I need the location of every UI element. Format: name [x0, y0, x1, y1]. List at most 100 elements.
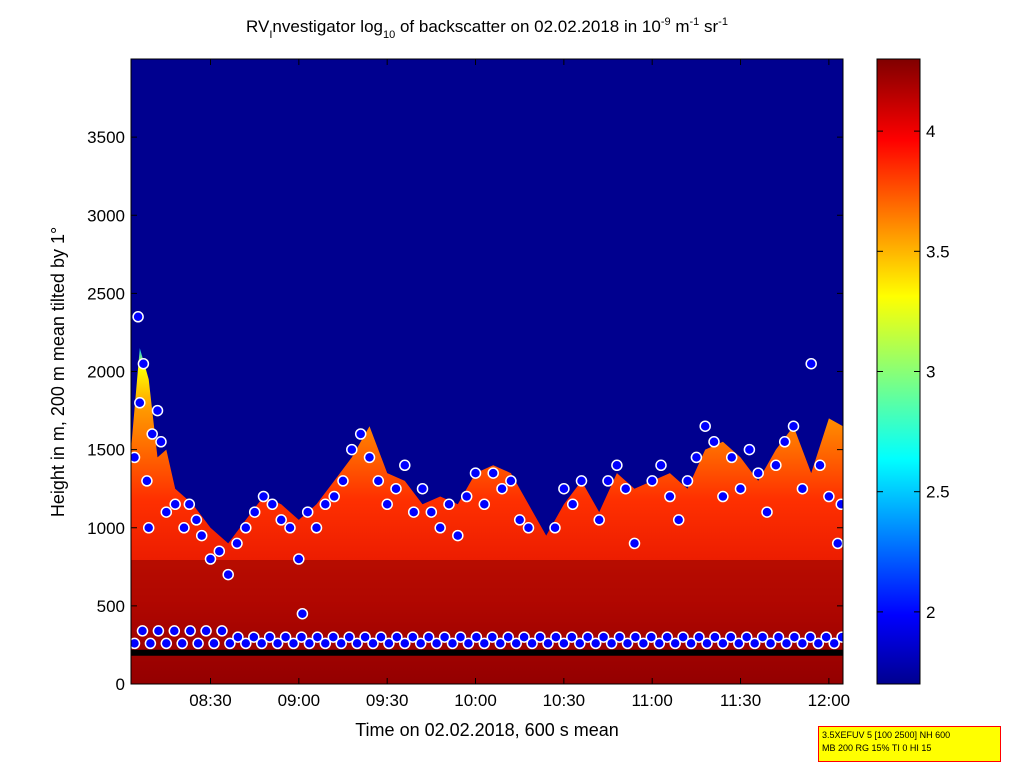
layer-marker — [460, 490, 473, 503]
boundary-layer-marker — [510, 637, 522, 650]
boundary-layer-marker — [359, 631, 371, 643]
boundary-layer-marker — [248, 631, 260, 643]
layer-marker — [814, 459, 826, 472]
x-axis: 08:30 09:00 09:30 10:00 10:30 11:00 11:30 12:00 — [189, 59, 850, 710]
boundary-layer-marker — [709, 631, 721, 643]
boundary-layer-marker — [200, 625, 212, 637]
layer-marker — [558, 482, 570, 495]
boundary-layer-marker — [581, 631, 594, 643]
boundary-layer-marker — [446, 637, 459, 650]
layer-marker — [337, 475, 349, 487]
boundary-layer-marker — [589, 637, 602, 650]
layer-marker — [240, 522, 252, 534]
boundary-layer-marker — [637, 637, 650, 650]
boundary-layer-marker — [494, 637, 507, 650]
y-tick-label: 1000 — [87, 519, 125, 538]
boundary-layer-marker — [725, 631, 737, 643]
boundary-layer-marker — [216, 625, 228, 637]
layer-marker — [611, 459, 623, 472]
boundary-layer-marker — [621, 637, 634, 650]
layer-marker — [487, 467, 499, 479]
layer-marker — [664, 490, 676, 503]
boundary-layer-marker — [383, 637, 395, 650]
boundary-layer-marker — [208, 637, 220, 650]
boundary-layer-marker — [422, 631, 435, 643]
layer-marker — [496, 482, 508, 495]
boundary-layer-marker — [176, 637, 188, 650]
layer-marker — [204, 553, 217, 565]
colorbar-tick-label: 3.5 — [926, 242, 950, 261]
layer-marker — [390, 482, 402, 495]
layer-markers — [131, 311, 843, 650]
boundary-layer-marker — [518, 631, 530, 643]
boundary-layer-marker — [804, 631, 817, 643]
layer-marker — [231, 537, 243, 550]
layer-marker — [257, 490, 270, 503]
layer-marker — [160, 506, 173, 518]
boundary-layer-marker — [597, 631, 610, 643]
boundary-layer-marker — [136, 625, 149, 637]
boundary-layer-marker — [836, 631, 843, 643]
layer-marker — [505, 475, 517, 487]
layer-marker — [575, 475, 588, 487]
layer-marker — [425, 506, 438, 518]
boundary-layer-marker — [407, 631, 419, 643]
boundary-layer-marker — [470, 631, 483, 643]
layer-marker — [655, 459, 667, 472]
layer-marker — [146, 428, 158, 440]
layer-marker — [354, 428, 367, 440]
boundary-layer-marker — [574, 637, 586, 650]
colorbar-tick-label: 2.5 — [926, 483, 950, 502]
boundary-layer-marker — [534, 631, 546, 643]
colorbar — [876, 58, 921, 685]
boundary-layer-marker — [502, 631, 514, 643]
layer-marker — [646, 475, 658, 487]
y-axis: 0 500 1000 1500 2000 2500 3000 3500 — [87, 128, 843, 694]
boundary-layer-marker — [391, 631, 403, 643]
layer-marker — [131, 451, 141, 464]
layer-marker — [399, 459, 411, 472]
layer-marker — [293, 553, 305, 565]
boundary-layer-marker — [756, 631, 769, 643]
layer-marker — [178, 522, 190, 534]
boundary-layer-marker — [335, 637, 347, 650]
layer-marker — [310, 522, 323, 534]
layer-marker — [593, 514, 605, 526]
layer-marker — [619, 482, 632, 495]
boundary-layer-marker — [131, 637, 141, 650]
colorbar-tick-label: 3 — [926, 363, 935, 382]
boundary-layer-marker — [303, 637, 316, 650]
layer-marker — [549, 522, 561, 534]
layer-marker — [708, 436, 720, 448]
plot-area — [131, 59, 843, 684]
boundary-layer-marker — [661, 631, 673, 643]
layer-marker — [831, 537, 843, 550]
boundary-layer-marker — [669, 637, 681, 650]
boundary-layer-marker — [748, 637, 761, 650]
boundary-layer-marker — [271, 637, 284, 650]
y-tick-label: 500 — [97, 597, 125, 616]
y-axis-label: Height in m, 200 m mean tilted by 1° — [48, 227, 68, 517]
layer-marker — [266, 498, 279, 511]
layer-marker — [416, 482, 429, 495]
layer-marker — [381, 498, 393, 511]
boundary-layer-marker — [812, 637, 825, 650]
boundary-layer-marker — [772, 631, 785, 643]
boundary-layer-marker — [160, 637, 173, 650]
boundary-layer-marker — [526, 637, 538, 650]
boundary-layer-marker — [255, 637, 268, 650]
boundary-layer-marker — [152, 625, 165, 637]
boundary-layer-marker — [820, 631, 832, 643]
layer-marker — [222, 568, 234, 581]
boundary-layer-marker — [717, 637, 729, 650]
boundary-layer-marker — [605, 637, 618, 650]
boundary-layer-marker — [343, 631, 355, 643]
x-tick-label: 11:30 — [720, 691, 761, 710]
boundary-layer-marker — [701, 637, 713, 650]
boundary-layer-marker — [279, 631, 292, 643]
layer-marker — [137, 357, 150, 370]
boundary-layer-marker — [764, 637, 777, 650]
boundary-layer-marker — [685, 637, 697, 650]
near-surface-layer — [131, 560, 843, 684]
layer-marker — [452, 529, 464, 542]
